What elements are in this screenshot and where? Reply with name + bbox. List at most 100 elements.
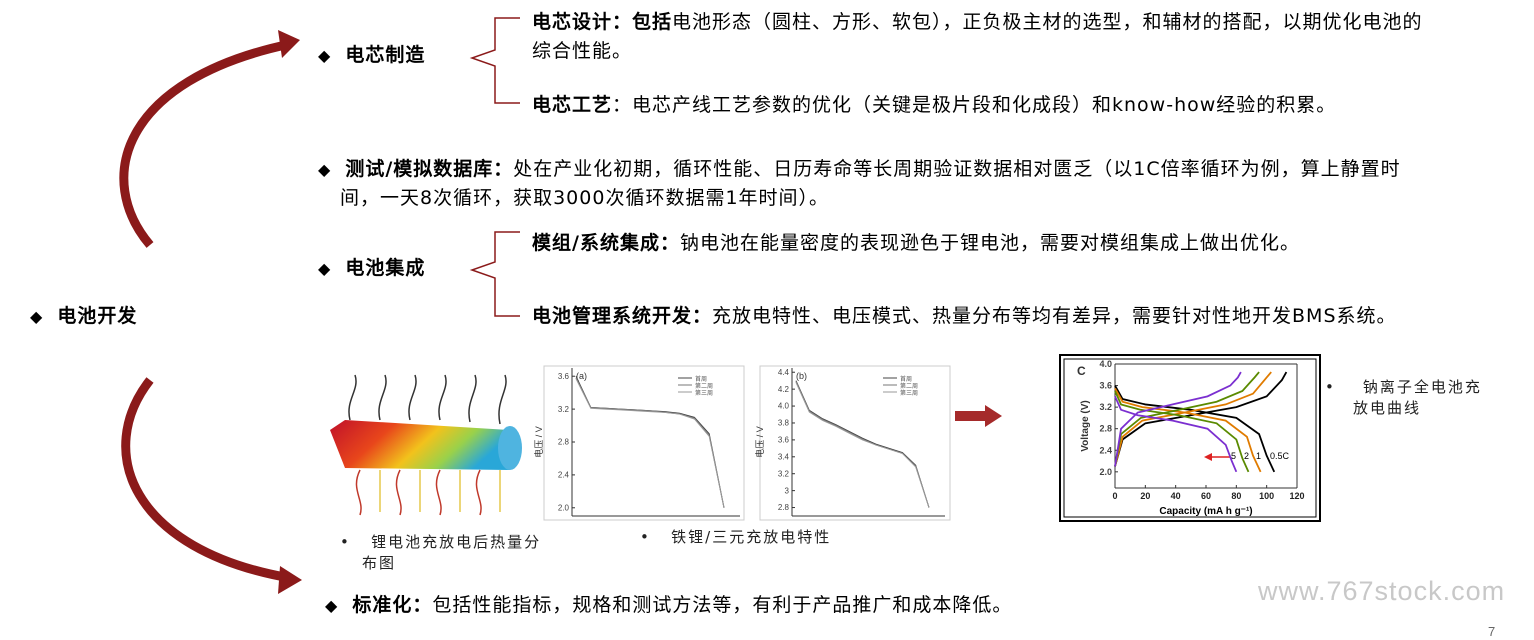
heat-map-illustration [330, 374, 522, 516]
x-tick-label: 80 [1231, 491, 1241, 501]
chart-frame [543, 365, 745, 521]
y-tick-label: 2.0 [558, 503, 570, 512]
section: ◆ 标准化：包括性能指标，规格和测试方法等，有利于产品推广和成本降低。 [325, 594, 1013, 616]
x-axis-label: Capacity (mA h g⁻¹) [1159, 506, 1252, 517]
legend-label: 第二周 [695, 382, 713, 390]
caption-text: 钠离子全电池充放电曲线 [1353, 378, 1482, 417]
y-tick-label: 3.4 [778, 452, 790, 461]
legend-label: 第三周 [900, 389, 918, 397]
item-label: 电芯设计：包括 [532, 11, 673, 33]
caption-text: 锂电池充放电后热量分布图 [362, 533, 542, 572]
x-tick-label: 20 [1140, 491, 1150, 501]
y-tick-label: 3 [785, 486, 790, 495]
curve [1114, 371, 1260, 467]
y-tick-label: 4.0 [1099, 359, 1112, 369]
x-tick-label: 0 [1112, 491, 1117, 501]
panel-label: C [1077, 364, 1086, 378]
curve [575, 377, 725, 508]
curve [1114, 385, 1276, 473]
curve [1114, 371, 1272, 467]
y-tick-label: 4.4 [778, 368, 790, 377]
panel-label: (b) [796, 371, 807, 381]
item-label: 电芯工艺 [532, 94, 613, 116]
y-tick-label: 3.6 [558, 372, 570, 381]
section-text: 包括性能指标，规格和测试方法等，有利于产品推广和成本降低。 [432, 594, 1013, 616]
curve [1114, 371, 1288, 467]
section-label: 电池集成 [345, 257, 426, 279]
y-tick-label: 2.4 [558, 471, 570, 480]
arrowhead [1204, 453, 1212, 461]
arrowhead [278, 30, 300, 58]
y-tick-label: 2.8 [1099, 424, 1112, 434]
section-label: 标准化： [352, 594, 433, 616]
item-text: 充放电特性、电压模式、热量分布等均有差异，需要针对性地开发BMS系统。 [712, 305, 1397, 327]
y-tick-label: 3.8 [778, 419, 790, 428]
curve [1114, 387, 1262, 473]
section-label: 电芯制造 [345, 44, 426, 66]
item: 电芯工艺：电芯产线工艺参数的优化（关键是极片段和化成段）和know-how经验的… [532, 91, 1492, 120]
item-text: ：电芯产线工艺参数的优化（关键是极片段和化成段）和know-how经验的积累。 [612, 94, 1337, 116]
caption: • 铁锂/三元充放电特性 [640, 528, 832, 546]
arrow-up [119, 39, 291, 248]
y-tick-label: 4.2 [778, 385, 790, 394]
panel-label: (a) [576, 371, 587, 381]
curve [575, 378, 725, 508]
curve [795, 380, 930, 508]
item-text: 电池形态（圆柱、方形、软包），正负极主材的选型，和辅材的搭配，以期优化电池的综合… [532, 11, 1423, 62]
watermark: www.767stock.com [1257, 576, 1505, 606]
main-label: 电池开发 [57, 305, 138, 327]
section-label: 测试/模拟数据库： [345, 158, 514, 180]
curve [1114, 390, 1250, 473]
item-label: 电池管理系统开发： [532, 305, 713, 327]
arrow-down [121, 377, 291, 583]
item-label: 模组/系统集成： [532, 232, 680, 254]
legend-label: 第二周 [900, 382, 918, 390]
curve [795, 382, 930, 508]
y-tick-label: 2.8 [558, 438, 570, 447]
section-text: 处在产业化初期，循环性能、日历寿命等长周期验证数据相对匮乏（以1C倍率循环为例，… [340, 158, 1401, 209]
legend-label: 首周 [900, 375, 912, 383]
brace [469, 17, 520, 104]
chart-frame [1059, 354, 1321, 522]
y-tick-label: 3.2 [558, 405, 570, 414]
curve [795, 381, 930, 508]
y-tick-label: 3.2 [1099, 402, 1112, 412]
item: 模组/系统集成：钠电池在能量密度的表现逊色于锂电池，需要对模组集成上做出优化。 [532, 229, 1492, 258]
chart-frame [1063, 358, 1317, 518]
y-tick-label: 4.0 [778, 402, 790, 411]
item: 电池管理系统开发：充放电特性、电压模式、热量分布等均有差异，需要针对性地开发BM… [532, 302, 1452, 331]
rate-label: 1 [1256, 451, 1261, 461]
rate-label: 0.5C [1270, 451, 1290, 461]
y-tick-label: 3.2 [778, 469, 790, 478]
section: ◆ 测试/模拟数据库：处在产业化初期，循环性能、日历寿命等长周期验证数据相对匮乏（… [318, 158, 1401, 209]
arrow-right [955, 405, 1002, 427]
page-number: 7 [1488, 624, 1495, 639]
curve [1114, 395, 1238, 473]
rate-label: 2 [1244, 451, 1249, 461]
caption: • 钠离子全电池充放电曲线 [1325, 378, 1482, 417]
y-tick-label: 3.6 [1099, 381, 1112, 391]
y-axis-label: Voltage (V) [1080, 400, 1091, 451]
x-tick-label: 100 [1259, 491, 1274, 501]
x-tick-label: 40 [1171, 491, 1181, 501]
main-item: ◆ 电池开发 [30, 305, 138, 327]
chart-frame [759, 365, 951, 521]
y-tick-label: 3.6 [778, 436, 790, 445]
item: 电芯设计：包括电池形态（圆柱、方形、软包），正负极主材的选型，和辅材的搭配，以期… [532, 8, 1432, 66]
caption: • 锂电池充放电后热量分布图 [340, 533, 542, 572]
legend-label: 首周 [695, 375, 707, 383]
rate-label: 5 [1231, 451, 1236, 461]
x-tick-label: 120 [1289, 491, 1304, 501]
y-axis-label: 电压 / V [533, 426, 544, 458]
item-text: 钠电池在能量密度的表现逊色于锂电池，需要对模组集成上做出优化。 [679, 232, 1300, 254]
y-tick-label: 2.0 [1099, 467, 1112, 477]
y-tick-label: 2.4 [1099, 445, 1112, 455]
legend-label: 第三周 [695, 389, 713, 397]
y-axis-label: 电压 / V [754, 426, 765, 458]
brace [469, 231, 520, 317]
section-title: ◆ 电池集成 [318, 257, 426, 279]
x-tick-label: 60 [1201, 491, 1211, 501]
y-tick-label: 2.8 [778, 503, 790, 512]
